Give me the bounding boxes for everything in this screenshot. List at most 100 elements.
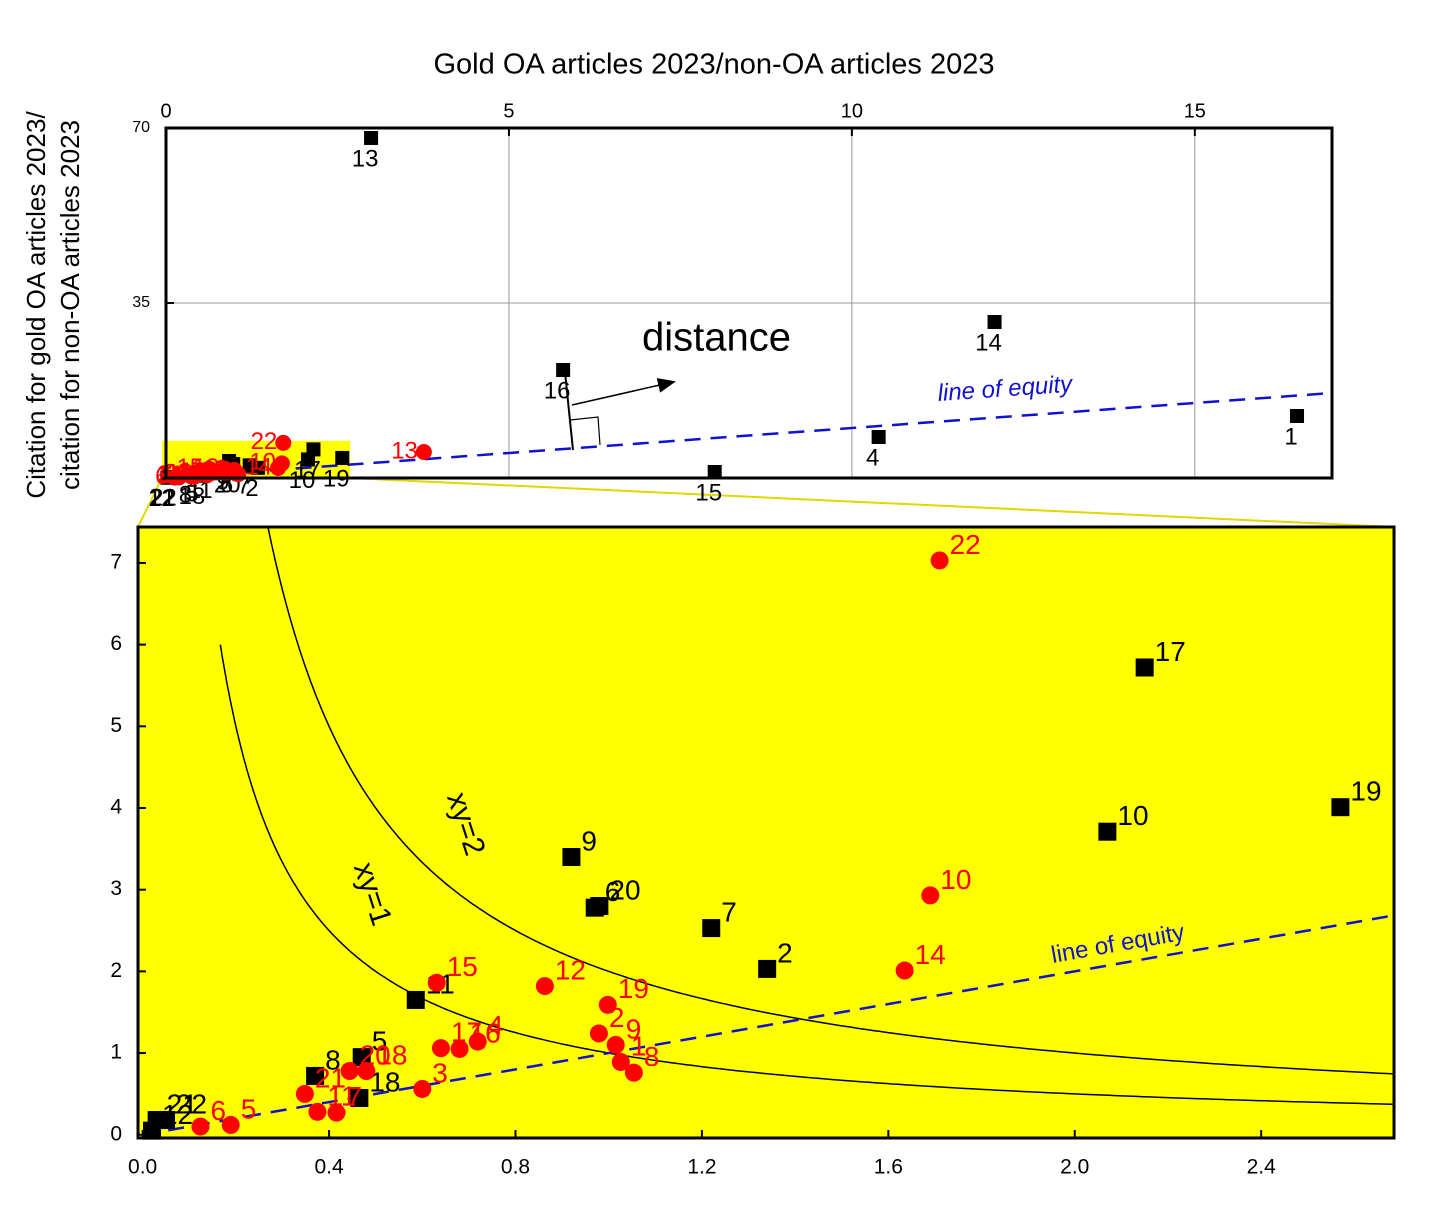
point-label: 13 bbox=[352, 145, 379, 172]
point bbox=[275, 434, 292, 451]
point-label: 7 bbox=[175, 462, 188, 489]
x-tick-label: 0.8 bbox=[501, 1156, 530, 1179]
point-label: 3 bbox=[432, 1057, 448, 1088]
point-label: 19 bbox=[618, 973, 649, 1004]
x-tick-label: 1.6 bbox=[874, 1156, 903, 1179]
point bbox=[415, 444, 432, 460]
point bbox=[987, 315, 1002, 329]
right-angle bbox=[569, 416, 601, 446]
point-label: 21 bbox=[157, 461, 184, 488]
y-axis-title: Citation for gold OA articles 2023/ bbox=[21, 111, 51, 499]
point bbox=[406, 990, 425, 1009]
point-label: 10 bbox=[940, 864, 971, 895]
curve bbox=[267, 527, 1394, 1075]
point-label: 10 bbox=[1117, 800, 1148, 831]
point-label: 2 bbox=[777, 937, 793, 968]
point-label: 20 bbox=[360, 1039, 391, 1070]
point bbox=[556, 363, 571, 377]
point-label: 21 bbox=[315, 1062, 346, 1093]
y-tick-label: 1 bbox=[110, 1041, 122, 1064]
point bbox=[707, 465, 722, 479]
point-label: 4 bbox=[488, 1010, 504, 1041]
point-label: 1 bbox=[631, 1030, 647, 1061]
point bbox=[221, 1115, 240, 1134]
point bbox=[702, 919, 721, 938]
point bbox=[611, 1053, 630, 1072]
point-label: 16 bbox=[470, 1017, 501, 1048]
curve bbox=[219, 644, 1394, 1106]
point-label: 13 bbox=[391, 437, 418, 464]
point bbox=[156, 1111, 175, 1130]
point bbox=[535, 977, 554, 996]
y-tick-label: 6 bbox=[110, 632, 122, 655]
point-label: 7 bbox=[347, 1081, 363, 1112]
point-label: 5 bbox=[186, 481, 199, 508]
plot-frame bbox=[164, 126, 1334, 480]
x-tick-label: 2.4 bbox=[1247, 1156, 1277, 1179]
x-tick-label: 10 bbox=[841, 100, 863, 122]
point bbox=[270, 459, 287, 476]
point bbox=[450, 1039, 469, 1058]
point-label: 10 bbox=[289, 467, 316, 494]
point-label: 14 bbox=[975, 329, 1002, 356]
point bbox=[308, 1102, 327, 1121]
point-label: 17 bbox=[451, 1017, 482, 1048]
point-label: 20 bbox=[609, 874, 640, 905]
point-label: 8 bbox=[179, 482, 192, 509]
plot-frame bbox=[136, 525, 1396, 1140]
point-label: 11 bbox=[327, 1080, 356, 1111]
point bbox=[468, 1032, 487, 1051]
x-tick-label: 1.2 bbox=[687, 1156, 716, 1179]
point bbox=[306, 1066, 325, 1085]
point-label: 5 bbox=[241, 1093, 257, 1124]
point-label: 8 bbox=[325, 1044, 341, 1075]
point bbox=[350, 1088, 369, 1107]
point bbox=[427, 973, 446, 992]
point bbox=[352, 1048, 371, 1067]
point bbox=[624, 1063, 643, 1082]
point bbox=[191, 1117, 210, 1136]
point-label: 22 bbox=[950, 529, 981, 560]
distance-line bbox=[564, 371, 574, 451]
point bbox=[1135, 658, 1154, 677]
point bbox=[431, 1039, 450, 1058]
point-label: 12 bbox=[555, 954, 586, 985]
y-tick-label: 0 bbox=[110, 1122, 122, 1145]
point-label: 9 bbox=[626, 1013, 642, 1044]
point bbox=[1098, 822, 1117, 841]
y-tick-label: 5 bbox=[110, 714, 122, 737]
point bbox=[364, 131, 379, 145]
point-label: 14 bbox=[245, 453, 272, 480]
y-tick-label: 70 bbox=[132, 119, 150, 136]
point bbox=[1331, 798, 1350, 817]
x-tick-label: 15 bbox=[1184, 100, 1206, 122]
x-tick-label: 0 bbox=[160, 100, 171, 122]
x-tick-label: 5 bbox=[503, 100, 514, 122]
point bbox=[242, 458, 257, 473]
point bbox=[590, 897, 609, 916]
point-label: 6 bbox=[605, 876, 621, 907]
point-label: 21 bbox=[149, 484, 176, 511]
point-label: 6 bbox=[210, 1095, 226, 1126]
x-tick-label: 0.4 bbox=[314, 1156, 344, 1179]
arrow bbox=[571, 378, 676, 406]
equity-line bbox=[166, 391, 1332, 478]
point bbox=[606, 1035, 625, 1054]
point-label: 4 bbox=[866, 444, 879, 471]
point-label: 22 bbox=[150, 484, 177, 511]
y-tick-label: 4 bbox=[110, 796, 122, 819]
y-tick-label: 2 bbox=[110, 959, 122, 982]
point-label: 12 bbox=[148, 485, 175, 512]
point-label: 17 bbox=[294, 457, 321, 484]
point-label: 15 bbox=[447, 951, 478, 982]
point bbox=[895, 961, 914, 980]
point-label: 15 bbox=[695, 479, 722, 506]
point bbox=[589, 1024, 608, 1043]
point bbox=[413, 1079, 432, 1098]
point bbox=[930, 551, 949, 570]
point bbox=[335, 450, 350, 465]
backgrounds bbox=[137, 440, 1395, 1138]
zoom-connector bbox=[350, 477, 1395, 528]
